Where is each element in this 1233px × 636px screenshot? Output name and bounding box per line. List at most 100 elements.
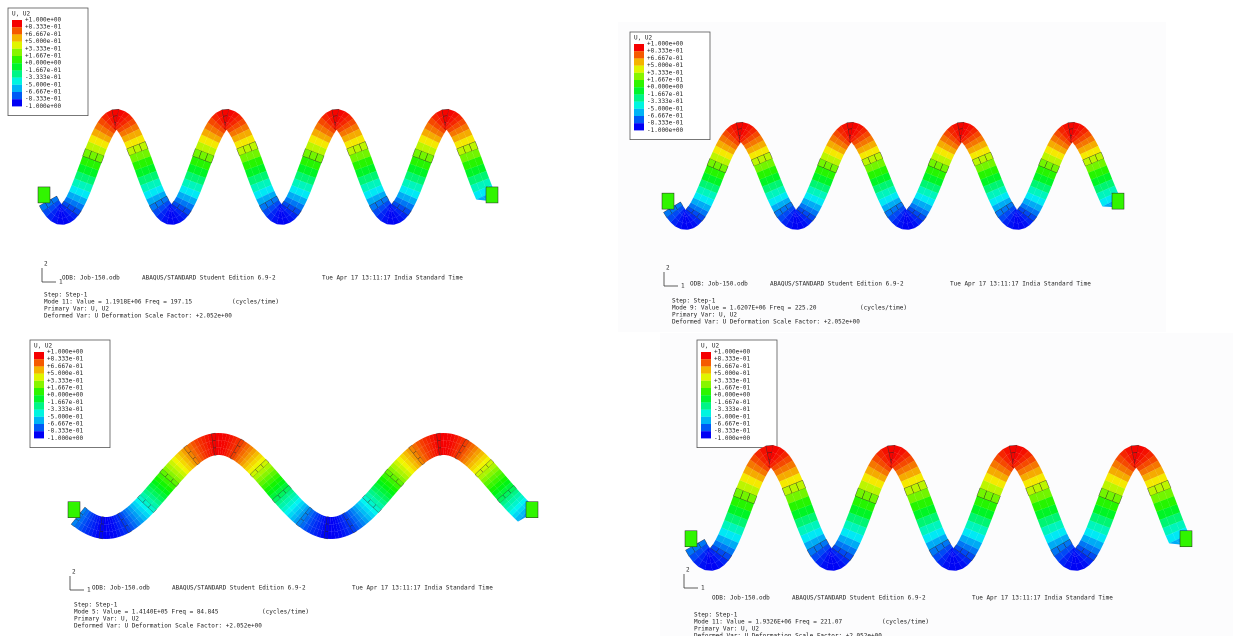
date-line: Tue Apr 17 13:11:17 India Standard Time xyxy=(972,595,1113,602)
legend-swatch xyxy=(12,85,22,92)
legend-swatch xyxy=(634,109,644,116)
mesh-element xyxy=(216,448,219,455)
legend-label: -3.333e-01 xyxy=(714,406,751,413)
legend-swatch xyxy=(701,374,711,381)
legend-swatch xyxy=(701,417,711,424)
legend-swatch xyxy=(634,58,644,65)
legend-swatch xyxy=(34,424,44,431)
legend-label: -6.667e-01 xyxy=(647,113,684,120)
legend-swatch xyxy=(634,102,644,109)
legend-swatch xyxy=(12,99,22,106)
legend-label: -1.000e+00 xyxy=(47,435,84,442)
legend-label: -5.000e-01 xyxy=(47,413,84,420)
mesh-element xyxy=(441,440,444,448)
mesh-element xyxy=(441,448,444,455)
legend-swatch xyxy=(12,20,22,27)
legend-label: -5.000e-01 xyxy=(647,105,684,112)
mode-line: Mode 5: Value = 1.4140E+05 Freq = 84.845 xyxy=(74,609,219,616)
legend-label: +1.667e-01 xyxy=(714,385,751,392)
end-tab xyxy=(486,187,498,203)
product-line: ABAQUS/STANDARD Student Edition 6.9-2 xyxy=(792,595,926,602)
mesh-element xyxy=(440,433,444,441)
product-line: ABAQUS/STANDARD Student Edition 6.9-2 xyxy=(172,585,306,592)
legend-swatch xyxy=(701,381,711,388)
legend-swatch xyxy=(34,352,44,359)
legend-swatch xyxy=(701,424,711,431)
legend-label: -6.667e-01 xyxy=(714,421,751,428)
legend-swatch xyxy=(34,410,44,417)
legend-label: +6.667e-01 xyxy=(47,363,84,370)
odb-line: ODB: Job-150.odb xyxy=(62,275,120,282)
legend-label: +1.000e+00 xyxy=(647,41,684,48)
legend-label: +6.667e-01 xyxy=(714,363,751,370)
end-tab xyxy=(1180,531,1192,547)
mesh-element xyxy=(329,517,332,524)
legend-swatch xyxy=(701,352,711,359)
legend-label: -6.667e-01 xyxy=(25,89,62,96)
legend-label: -1.667e-01 xyxy=(25,67,62,74)
legend-swatch xyxy=(12,42,22,49)
legend-swatch xyxy=(12,63,22,70)
triad-label: 2 xyxy=(72,569,76,576)
legend-label: +8.333e-01 xyxy=(25,24,62,31)
legend-swatch xyxy=(12,70,22,77)
legend-label: -8.333e-01 xyxy=(647,120,684,127)
legend-swatch xyxy=(634,80,644,87)
mode-line: Mode 11: Value = 1.9326E+06 Freq = 221.0… xyxy=(694,619,842,626)
legend-label: -8.333e-01 xyxy=(25,96,62,103)
legend-swatch xyxy=(34,395,44,402)
legend-label: +1.667e-01 xyxy=(647,77,684,84)
legend-label: -3.333e-01 xyxy=(25,74,62,81)
legend-label: -5.000e-01 xyxy=(25,81,62,88)
end-tab xyxy=(526,502,538,518)
legend-swatch xyxy=(701,395,711,402)
product-line: ABAQUS/STANDARD Student Edition 6.9-2 xyxy=(142,275,276,282)
legend-label: +0.000e+00 xyxy=(25,60,62,67)
triad-label: 1 xyxy=(87,587,91,594)
legend-swatch xyxy=(12,78,22,85)
units-line: (cycles/time) xyxy=(232,299,279,306)
legend-swatch xyxy=(34,381,44,388)
legend-label: -3.333e-01 xyxy=(47,406,84,413)
legend-swatch xyxy=(634,116,644,123)
odb-line: ODB: Job-150.odb xyxy=(92,585,150,592)
step-line: Step: Step-1 xyxy=(694,612,738,619)
mode-line: Mode 11: Value = 1.1918E+06 Freq = 197.1… xyxy=(44,299,192,306)
legend-label: +3.333e-01 xyxy=(25,45,62,52)
screenshot: U, U2+1.000e+00+8.333e-01+6.667e-01+5.00… xyxy=(0,0,1233,636)
legend-swatch xyxy=(701,402,711,409)
legend-label: +8.333e-01 xyxy=(714,356,751,363)
legend-label: -8.333e-01 xyxy=(714,428,751,435)
end-tab xyxy=(662,193,674,209)
legend-label: -1.000e+00 xyxy=(647,127,684,134)
mesh-element xyxy=(216,440,219,448)
legend-swatch xyxy=(34,359,44,366)
legend-swatch xyxy=(12,92,22,99)
units-line: (cycles/time) xyxy=(860,305,907,312)
legend-label: +1.000e+00 xyxy=(714,349,751,356)
legend-label: -1.667e-01 xyxy=(647,91,684,98)
legend-label: +3.333e-01 xyxy=(47,377,84,384)
legend-label: +8.333e-01 xyxy=(47,356,84,363)
triad-label: 1 xyxy=(701,585,705,592)
mesh-element xyxy=(103,524,106,532)
legend-label: +1.667e-01 xyxy=(47,385,84,392)
step-line: Step: Step-1 xyxy=(74,602,118,609)
date-line: Tue Apr 17 13:11:17 India Standard Time xyxy=(322,275,463,282)
legend-swatch xyxy=(34,417,44,424)
primary-line: Primary Var: U, U2 xyxy=(672,312,737,319)
legend-label: +5.000e-01 xyxy=(647,62,684,69)
legend-swatch xyxy=(12,49,22,56)
step-line: Step: Step-1 xyxy=(44,292,88,299)
mesh-element xyxy=(104,517,107,524)
date-line: Tue Apr 17 13:11:17 India Standard Time xyxy=(950,281,1091,288)
legend-label: -6.667e-01 xyxy=(47,421,84,428)
primary-line: Primary Var: U, U2 xyxy=(44,306,109,313)
legend-swatch xyxy=(634,73,644,80)
units-line: (cycles/time) xyxy=(882,619,929,626)
units-line: (cycles/time) xyxy=(262,609,309,616)
legend-swatch xyxy=(634,51,644,58)
legend-swatch xyxy=(34,374,44,381)
mesh-element xyxy=(328,532,332,540)
triad-label: 2 xyxy=(44,261,48,268)
